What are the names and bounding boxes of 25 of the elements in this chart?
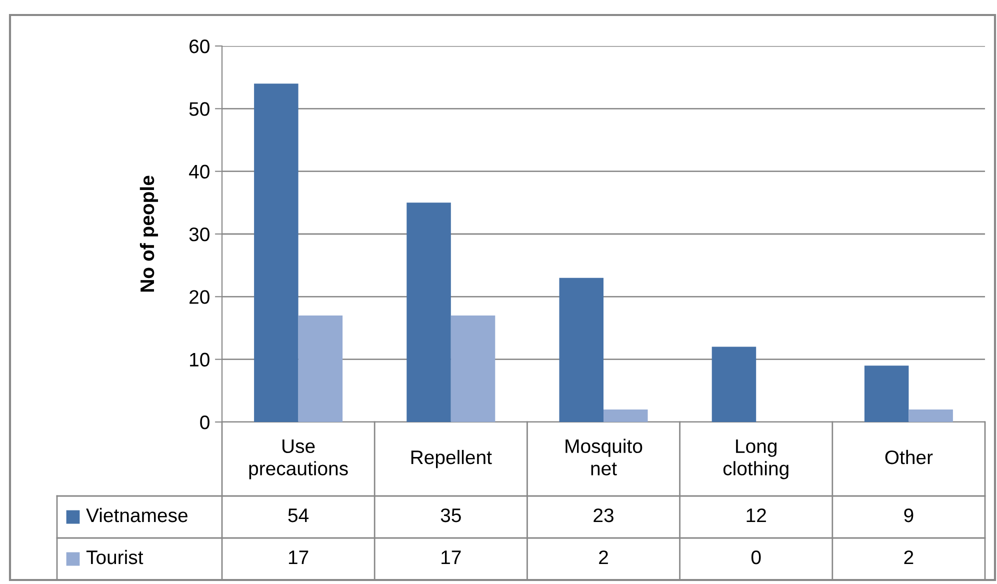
x-tick-label: Use precautions — [249, 439, 348, 480]
y-axis-title: No of people — [140, 176, 158, 292]
data-label: 9 — [904, 508, 914, 522]
x-tick-label: Other — [885, 450, 933, 464]
data-label: 35 — [440, 508, 461, 522]
y-tick-label: 0 — [200, 415, 210, 430]
legend-label: Tourist — [86, 550, 144, 564]
x-tick-label: Repellent — [411, 450, 492, 468]
legend-label: Vietnamese — [86, 508, 188, 522]
y-tick-label: 60 — [190, 39, 210, 54]
x-tick-label: Mosquito net — [566, 438, 642, 476]
y-tick-label: 50 — [189, 102, 210, 116]
data-label: 2 — [599, 550, 608, 564]
data-label: 12 — [746, 508, 766, 522]
y-tick-label: 10 — [190, 352, 210, 367]
data-label: 23 — [594, 508, 614, 522]
data-label: 54 — [288, 508, 309, 522]
data-label: 0 — [751, 550, 761, 564]
x-tick-label: Long clothing — [723, 439, 788, 480]
y-tick-label: 30 — [189, 227, 210, 242]
y-tick-label: 20 — [190, 290, 210, 304]
data-label: 17 — [288, 550, 308, 564]
data-label: 2 — [904, 550, 914, 564]
data-label: 17 — [442, 550, 461, 564]
y-tick-label: 40 — [189, 164, 210, 179]
